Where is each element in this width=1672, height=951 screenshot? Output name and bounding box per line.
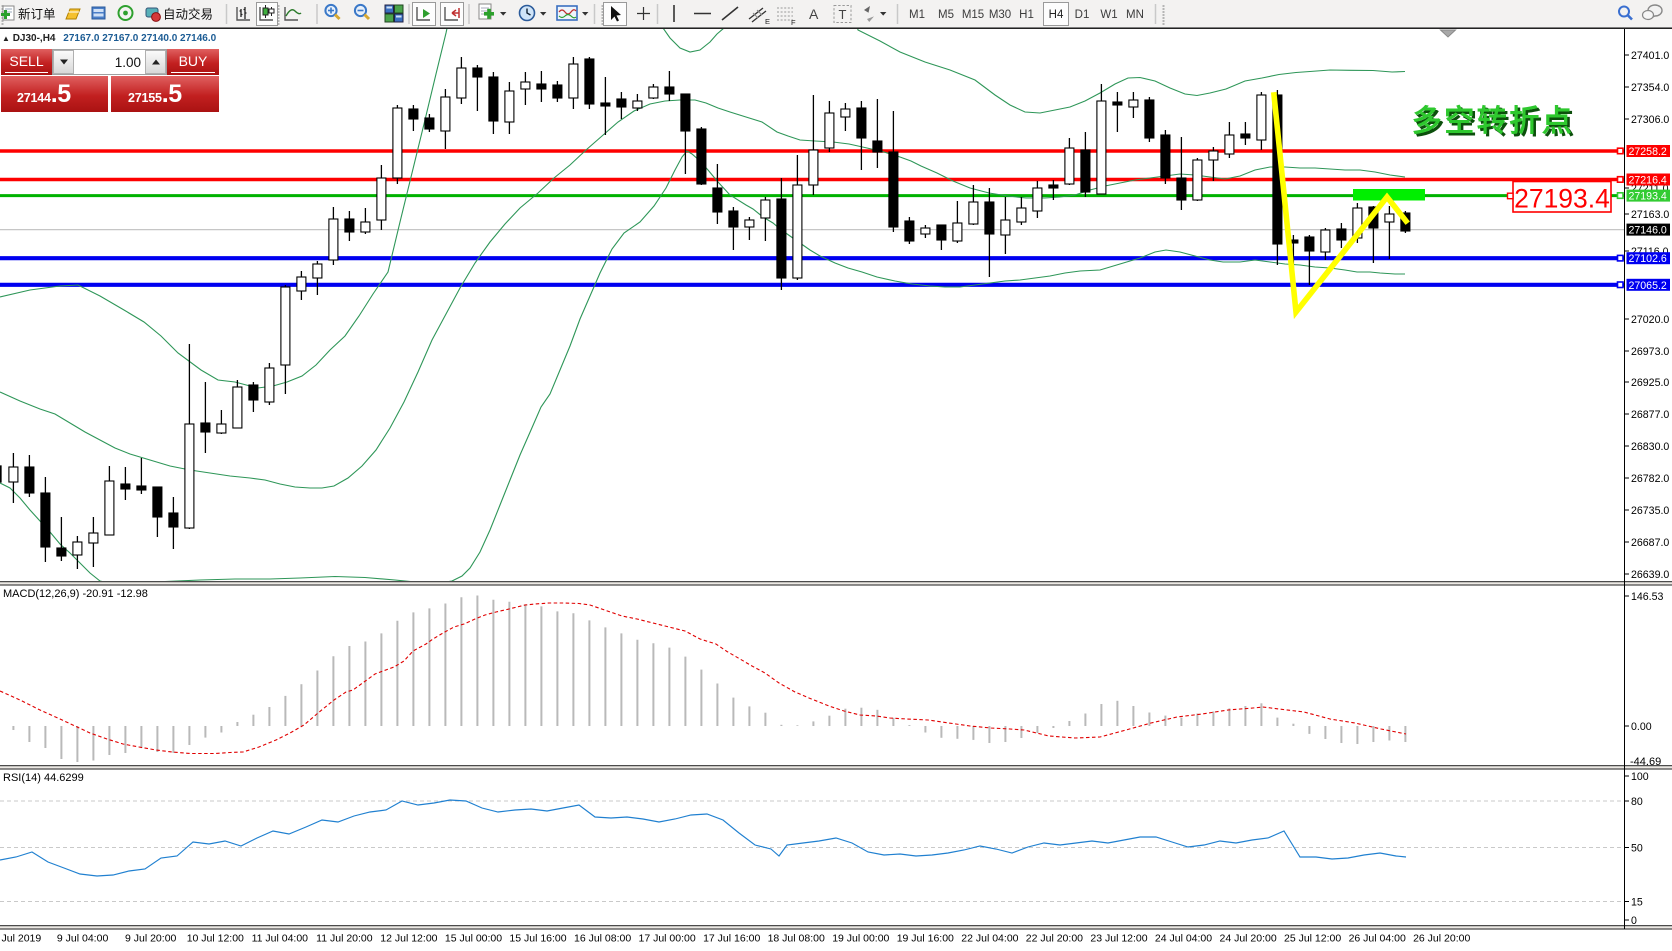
svg-text:24 Jul 20:00: 24 Jul 20:00 [1219,933,1276,945]
svg-text:19 Jul 16:00: 19 Jul 16:00 [897,933,954,945]
svg-text:27306.0: 27306.0 [1631,114,1669,126]
svg-text:27065.2: 27065.2 [1629,280,1667,292]
svg-text:0.00: 0.00 [1631,721,1652,733]
svg-text:23 Jul 12:00: 23 Jul 12:00 [1090,933,1147,945]
svg-text:11 Jul 04:00: 11 Jul 04:00 [252,933,309,945]
svg-text:26925.0: 26925.0 [1631,377,1669,389]
svg-text:MACD(12,26,9) -20.91 -12.98: MACD(12,26,9) -20.91 -12.98 [3,588,148,600]
svg-text:100: 100 [1631,771,1649,783]
svg-text:17 Jul 16:00: 17 Jul 16:00 [703,933,760,945]
svg-text:9 Jul 04:00: 9 Jul 04:00 [57,933,109,945]
svg-text:W1: W1 [1100,9,1117,21]
svg-text:26973.0: 26973.0 [1631,346,1669,358]
svg-text:19 Jul 00:00: 19 Jul 00:00 [832,933,889,945]
svg-text:D1: D1 [1075,9,1090,21]
svg-text:M1: M1 [909,9,925,21]
svg-text:0: 0 [1631,915,1637,927]
svg-text:15 Jul 00:00: 15 Jul 00:00 [445,933,502,945]
svg-text:26 Jul 20:00: 26 Jul 20:00 [1413,933,1470,945]
svg-text:22 Jul 20:00: 22 Jul 20:00 [1026,933,1083,945]
svg-text:26 Jul 04:00: 26 Jul 04:00 [1349,933,1406,945]
svg-text:H4: H4 [1049,9,1064,21]
svg-text:25 Jul 12:00: 25 Jul 12:00 [1284,933,1341,945]
svg-text:27193.4: 27193.4 [1629,191,1667,203]
svg-text:9 Jul 20:00: 9 Jul 20:00 [125,933,177,945]
svg-text:27258.2: 27258.2 [1629,146,1667,158]
svg-text:18 Jul 08:00: 18 Jul 08:00 [768,933,825,945]
svg-text:F: F [791,18,796,27]
svg-text:多空转折点: 多空转折点 [1412,105,1575,138]
svg-text:16 Jul 08:00: 16 Jul 08:00 [574,933,631,945]
svg-text:15: 15 [1631,897,1643,909]
svg-text:27216.4: 27216.4 [1629,175,1667,187]
svg-text:RSI(14) 44.6299: RSI(14) 44.6299 [3,772,84,784]
svg-text:T: T [839,7,847,22]
svg-text:M30: M30 [989,9,1011,21]
svg-text:80: 80 [1631,796,1643,808]
svg-text:26782.0: 26782.0 [1631,473,1669,485]
svg-text:27354.0: 27354.0 [1631,82,1669,94]
svg-text:10 Jul 12:00: 10 Jul 12:00 [187,933,244,945]
svg-text:26735.0: 26735.0 [1631,505,1669,517]
svg-text:26830.0: 26830.0 [1631,441,1669,453]
svg-text:27020.0: 27020.0 [1631,314,1669,326]
svg-text:17 Jul 00:00: 17 Jul 00:00 [638,933,695,945]
svg-text:27401.0: 27401.0 [1631,50,1669,62]
svg-text:26687.0: 26687.0 [1631,537,1669,549]
svg-text:27146.0: 27146.0 [1629,225,1667,237]
svg-text:A: A [809,6,819,22]
svg-text:15 Jul 16:00: 15 Jul 16:00 [509,933,566,945]
svg-text:12 Jul 12:00: 12 Jul 12:00 [380,933,437,945]
svg-text:11 Jul 20:00: 11 Jul 20:00 [316,933,373,945]
svg-text:26877.0: 26877.0 [1631,409,1669,421]
svg-text:M5: M5 [938,9,954,21]
svg-text:M15: M15 [962,9,984,21]
svg-text:E: E [765,17,770,26]
svg-text:22 Jul 04:00: 22 Jul 04:00 [961,933,1018,945]
svg-text:50: 50 [1631,843,1643,855]
svg-text:新订单: 新订单 [18,7,56,22]
svg-text:27102.6: 27102.6 [1629,253,1667,265]
svg-text:27193.4: 27193.4 [1514,184,1610,214]
svg-text:26639.0: 26639.0 [1631,569,1669,581]
svg-text:146.53: 146.53 [1631,591,1664,603]
svg-text:MN: MN [1126,9,1144,21]
svg-text:自动交易: 自动交易 [163,7,213,22]
svg-text:24 Jul 04:00: 24 Jul 04:00 [1155,933,1212,945]
svg-text:27163.0: 27163.0 [1631,209,1669,221]
svg-text:8 Jul 2019: 8 Jul 2019 [0,933,41,945]
svg-text:H1: H1 [1019,9,1034,21]
svg-text:-44.69: -44.69 [1630,756,1661,768]
